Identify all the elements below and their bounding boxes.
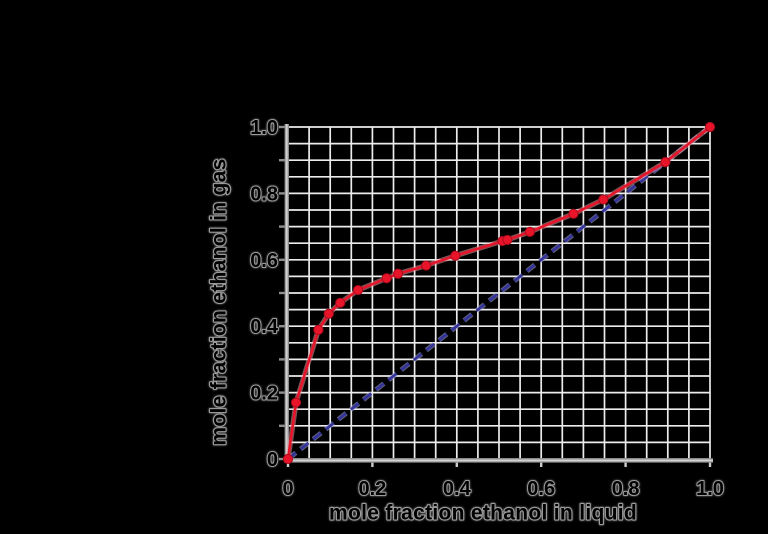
reference-line — [287, 125, 711, 461]
y-tick-label: 0 — [267, 449, 278, 471]
x-tick-label: 0.6 — [527, 478, 555, 500]
data-point — [290, 397, 302, 408]
data-point — [660, 156, 671, 168]
data-point — [421, 260, 432, 271]
data-point — [335, 297, 346, 308]
y-tick-label: 0.6 — [250, 250, 278, 272]
x-axis-title: mole fraction ethanol in liquid — [329, 502, 637, 525]
data-point — [352, 284, 364, 296]
y-tick-label: 0.2 — [250, 383, 278, 405]
data-point — [381, 273, 392, 284]
x-tick-label: 0 — [282, 478, 293, 500]
y-tick-label: 1.0 — [250, 117, 278, 139]
data-point — [704, 121, 716, 133]
data-point — [282, 453, 294, 465]
data-point — [502, 234, 513, 246]
y-axis-title: mole fraction ethanol in gas — [208, 158, 231, 445]
data-point — [524, 226, 535, 237]
data-point — [392, 268, 404, 279]
chart-layers: 0 0.2 0.4 0.6 0.8 1.0 0 0.2 0.4 0.6 0.8 1.0 — [249, 116, 725, 501]
y-axis-line — [284, 124, 289, 463]
x-tick-label: 0.8 — [612, 478, 640, 500]
data-point — [568, 208, 579, 219]
data-point — [323, 308, 334, 319]
x-axis-line — [284, 458, 713, 463]
data-point — [598, 194, 609, 205]
x-tick-label: 0.4 — [443, 478, 472, 500]
y-tick-label: 0.8 — [250, 183, 278, 205]
data-point — [313, 324, 324, 335]
data-point — [450, 250, 461, 261]
x-tick-label: 0.2 — [358, 478, 386, 500]
x-tick-label: 1.0 — [696, 478, 724, 500]
y-tick-label: 0.4 — [250, 316, 279, 338]
